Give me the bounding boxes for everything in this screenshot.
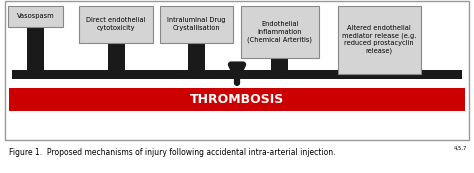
FancyBboxPatch shape: [79, 6, 153, 43]
Bar: [9, 88, 465, 111]
Text: Altered endothelial
mediator release (e.g.
reduced prostacyclin
release): Altered endothelial mediator release (e.…: [342, 25, 416, 54]
Bar: [12, 70, 462, 79]
Text: 4,5,7: 4,5,7: [454, 145, 467, 150]
FancyBboxPatch shape: [8, 6, 63, 27]
Text: Endothelial
Inflammation
(Chemical Arteritis): Endothelial Inflammation (Chemical Arter…: [247, 21, 312, 43]
Text: Figure 1.  Proposed mechanisms of injury following accidental intra-arterial inj: Figure 1. Proposed mechanisms of injury …: [9, 148, 336, 157]
FancyBboxPatch shape: [337, 6, 420, 74]
Bar: [271, 58, 288, 70]
Text: Direct endothelial
cytotoxicity: Direct endothelial cytotoxicity: [86, 17, 146, 31]
Text: Intraluminal Drug
Crystallisation: Intraluminal Drug Crystallisation: [167, 17, 226, 31]
Bar: [371, 70, 388, 74]
Text: Vasospasm: Vasospasm: [17, 13, 55, 19]
Bar: [27, 27, 44, 70]
FancyBboxPatch shape: [160, 6, 233, 43]
Text: THROMBOSIS: THROMBOSIS: [190, 93, 284, 106]
Bar: [108, 43, 125, 70]
Bar: [188, 43, 205, 70]
Text: Figure 1.  Proposed mechanisms of injury following accidental intra-arterial inj: Figure 1. Proposed mechanisms of injury …: [9, 148, 336, 157]
FancyBboxPatch shape: [240, 6, 319, 58]
